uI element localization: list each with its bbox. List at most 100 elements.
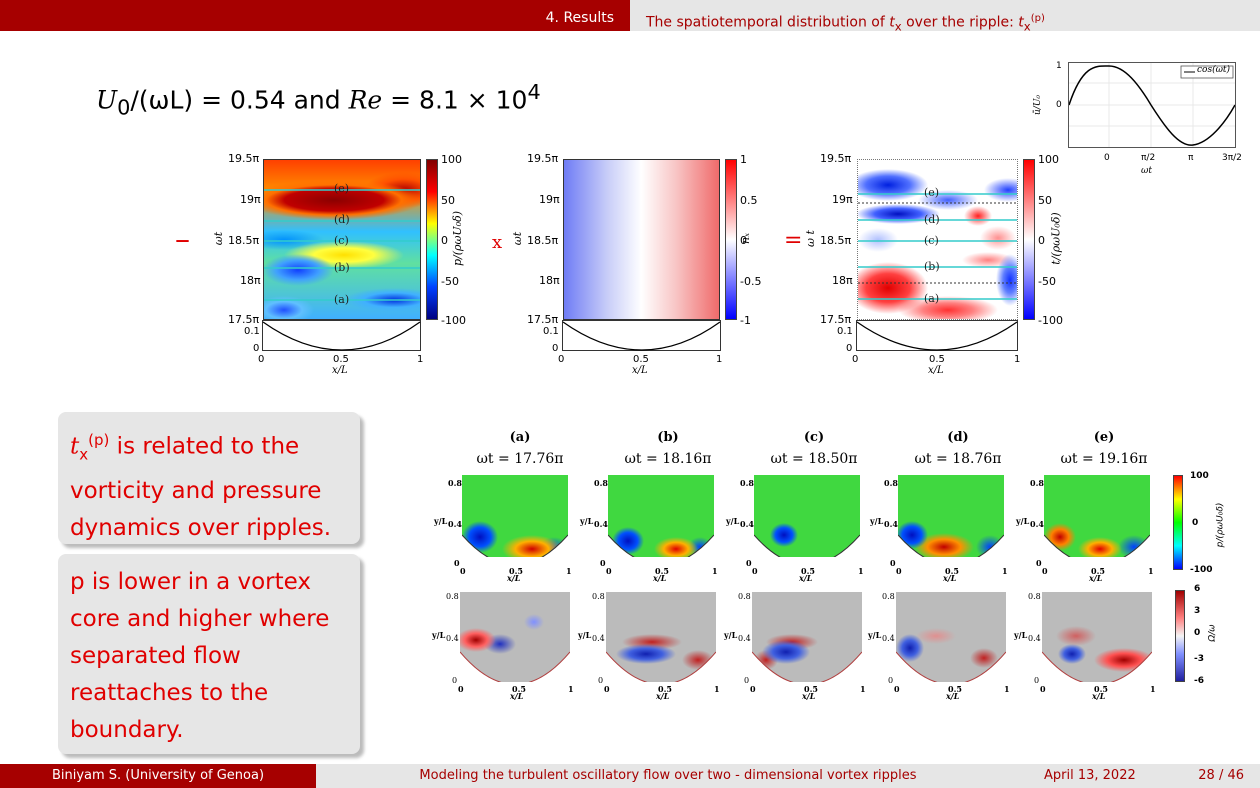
footer-page-number[interactable]: 28 / 46 [1198,768,1244,783]
p2-xtick: 1 [716,354,723,365]
snapshot-xtick: 0.5 [512,684,526,694]
snapshot-header-b: (b) ωt = 18.16π [598,430,738,467]
snapshot-ylabel: y/L [434,516,448,526]
snapshot-ylabel: y/L [870,516,884,526]
p1-colorbar [426,159,438,320]
p2-small-ytick: 0 [552,343,559,354]
snapshot-xtick: 0 [1042,566,1048,576]
p1-marker-a: (a) [334,293,350,306]
p1-cbar-tick: 0 [441,234,448,247]
eq-u: U [96,85,118,115]
snapshot-ytick: 0.8 [446,592,459,601]
vorticity-cbar-tick: 6 [1194,584,1201,594]
snapshot-xtick: 0 [606,566,612,576]
cos-ytick: 0 [1056,100,1062,110]
snapshot-xlabel: x/L [946,691,960,701]
p2-cbar-tick: 0.5 [740,194,758,207]
footer-author[interactable]: Biniyam S. (University of Genoa) [0,764,316,788]
snapshot-ytick: 0 [600,558,606,568]
snapshot-ytick: 0.4 [738,634,751,643]
snapshot-ytick: 0.8 [882,592,895,601]
p1-cbar-tick: -100 [441,314,466,327]
snapshot-xtick: 1 [566,566,572,576]
snapshot-label: (c) [803,430,825,445]
snapshot-xtick: 1 [858,566,864,576]
tbox-text-1: is related to the vorticity and pressure… [70,433,332,542]
snapshot-xtick: 0 [896,566,902,576]
snapshot-xtick: 0.5 [1094,684,1108,694]
snapshot-xtick: 1 [860,684,866,694]
section-title[interactable]: 4. Results [545,10,614,26]
snapshot-xlabel: x/L [802,691,816,701]
p3-ytick: 18.5π [820,234,852,247]
p2-cbar-tick: -1 [740,314,751,327]
p1-ytick: 19.5π [228,152,260,165]
snapshot-header-a: (a) ωt = 17.76π [450,430,590,467]
snapshot-ytick: 0.8 [884,478,898,488]
snapshot-xtick: 0 [1040,684,1046,694]
frame-title-mid: over the ripple: [906,14,1014,31]
p2-ytick: 18.5π [527,234,559,247]
snapshot-ylabel: y/L [432,630,446,640]
tbox-sup: (p) [88,431,110,449]
frame-title-var: t [889,14,895,31]
p1-xtick: 0.5 [333,354,349,365]
eq-u-sub: 0 [117,95,131,120]
pressure-snapshot-panel [754,475,860,557]
p3-ytick: 18π [832,274,853,287]
pressure-snapshot-panel [898,475,1004,557]
p1-xtick: 1 [417,354,424,365]
frame-title[interactable]: The spatiotemporal distribution of tx ov… [630,0,1260,33]
snapshot-xtick: 0 [460,566,466,576]
snapshot-ytick: 0.8 [1030,478,1044,488]
tbox-text-2: p is lower in a vortex core and higher w… [70,569,330,743]
cos-xtick: π/2 [1141,153,1156,163]
text-box-pressure: p is lower in a vortex core and higher w… [58,554,360,754]
frame-title-sup2: (p) [1030,13,1045,24]
p1-cbar-tick: 50 [441,194,455,207]
cos-xtick: 3π/2 [1222,153,1242,163]
snapshot-ytick: 0.8 [740,478,754,488]
snapshot-ytick: 0 [890,558,896,568]
p1-ytick: 18.5π [228,234,260,247]
snapshot-header-c: (c) ωt = 18.50π [744,430,884,467]
tbox-sub: x [79,445,89,464]
snapshot-ytick: 0.8 [592,592,605,601]
p2-xlabel: x/L [632,365,648,376]
snapshot-ylabel: y/L [578,630,592,640]
footer-date-page: April 13, 2022 28 / 46 [1020,764,1260,788]
snapshot-ylabel: y/L [868,630,882,640]
snapshot-vorticity-colorbar [1175,590,1185,682]
footer-title[interactable]: Modeling the turbulent oscillatory flow … [316,764,1020,788]
snapshot-ytick: 0 [888,676,894,685]
p3-xtick: 1 [1014,354,1021,365]
snapshot-xtick: 1 [1148,566,1154,576]
snapshot-xtick: 1 [1150,684,1156,694]
text-box-tx: tx(p) is related to the vorticity and pr… [58,412,360,544]
snapshot-xtick: 0.5 [804,684,818,694]
p1-cbar-tick: -50 [441,275,459,288]
snapshot-ylabel: y/L [1014,630,1028,640]
pressure-cbar-tick: -100 [1190,565,1213,575]
snapshot-xlabel: x/L [799,573,813,583]
snapshot-ylabel: y/L [580,516,594,526]
snapshot-ytick: 0.4 [446,634,459,643]
header-bar: 4. Results The spatiotemporal distributi… [0,0,1260,33]
p3-ytick: 17.5π [820,313,852,326]
eq-den: /(ωL) = 0.54 and [130,85,349,115]
snapshot-xlabel: x/L [510,691,524,701]
pressure-snapshot-panel [462,475,568,557]
p1-ytick: 19π [240,193,261,206]
p3-ylabel: ω t [803,230,817,247]
snapshot-pressure-colorbar [1173,475,1183,570]
snapshot-xtick: 0.5 [945,566,959,576]
cos-xlabel: ωt [1141,166,1152,176]
snapshot-xtick: 0.5 [948,684,962,694]
snapshot-time: ωt = 19.16π [1060,451,1148,467]
snapshot-label: (e) [1093,430,1115,445]
vorticity-cbar-tick: -6 [1194,676,1204,686]
vorticity-snapshot-panel [896,592,1006,682]
p3-small-ytick: 0 [846,343,853,354]
p1-xtick: 0 [258,354,265,365]
p3-cbar-label: t/(ρωU₀δ) [1049,212,1063,265]
